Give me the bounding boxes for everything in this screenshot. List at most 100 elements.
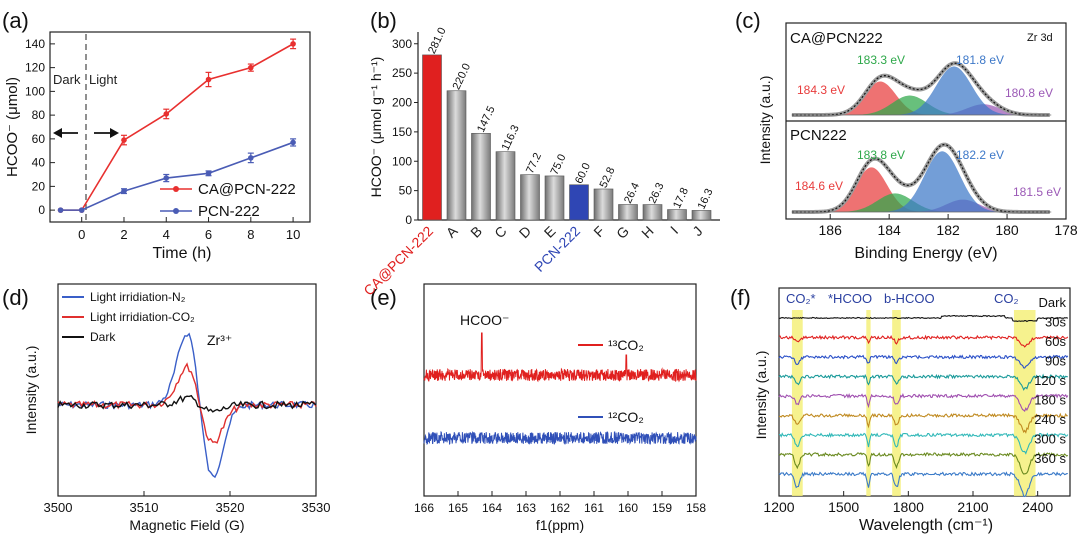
f-time-label-8: 360 s (1034, 451, 1066, 466)
a-x-tick-label-0: 0 (78, 227, 85, 242)
c-peak-area-0-1 (791, 95, 1052, 115)
f-series-line-0 (778, 314, 1069, 323)
e-x-tick-label-1: 165 (448, 501, 468, 515)
f-x-axis-title: Wavelength (cm⁻¹) (859, 517, 993, 534)
b-y-axis-title: HCOO⁻ (μmol g⁻¹ h⁻¹) (368, 57, 384, 198)
a-point-0-3 (163, 111, 170, 117)
a-point-1-4 (205, 170, 212, 177)
b-bar-10 (667, 209, 687, 221)
a-x-tick-label-2: 4 (163, 227, 170, 242)
f-band-3 (1013, 310, 1036, 496)
c-spectrum-1-name: CA@PCN222 (790, 30, 883, 47)
e-x-tick-label-0: 166 (414, 501, 434, 515)
b-y-tick-label-6: 300 (392, 37, 412, 51)
e-x-tick-label-3: 163 (516, 501, 536, 515)
f-x-tick-label-3: 2100 (957, 499, 988, 515)
d-frame (57, 283, 317, 497)
a-point-0-2 (121, 137, 127, 143)
f-series-line-5 (778, 412, 1068, 434)
b-y-tick-label-2: 100 (392, 154, 412, 168)
c-peak-label-1-4: 180.8 eV (1005, 86, 1053, 100)
panel-f: 1200 1500 1800 2100 2400 CO₂* *HCOO b-HCOO C… (753, 287, 1071, 534)
b-bar-11 (691, 210, 712, 221)
f-band-label-co2-star: CO₂* (786, 291, 816, 306)
b-bar-0 (422, 54, 442, 221)
b-y-tick-label-3: 150 (392, 125, 412, 139)
d-x-axis-title: Magnetic Field (G) (129, 517, 244, 533)
e-annotation-hcoo: HCOO⁻ (460, 312, 509, 328)
d-x-tick-label-0: 3500 (44, 500, 73, 515)
panel-label-c: (c) (735, 8, 761, 33)
b-category-label-8: G (613, 223, 632, 242)
f-time-label-3: 90s (1045, 354, 1066, 369)
f-band-label-co2: CO₂ (994, 291, 1019, 306)
f-frame (778, 287, 1071, 497)
c-peak-label-2-3: 182.2 eV (956, 148, 1004, 162)
f-time-label-7: 300 s (1034, 432, 1066, 447)
c-title: Zr 3d (1027, 32, 1053, 44)
a-arrow-right-head (110, 128, 119, 138)
f-series-line-3 (778, 373, 1068, 391)
b-category-label-3: C (491, 223, 509, 241)
c-peak-area-1-3 (791, 199, 1052, 212)
e-x-tick-label-7: 159 (652, 501, 672, 515)
f-band-1 (866, 310, 871, 496)
f-time-label-2: 60s (1045, 334, 1066, 349)
a-frame (49, 31, 311, 223)
a-y-tick-label-4: 80 (32, 108, 46, 122)
e-x-tick-label-6: 160 (618, 501, 638, 515)
c-peak-area-1-2 (791, 151, 1052, 212)
a-y-tick-label-0: 0 (38, 203, 45, 217)
c-peak-area-1-0 (791, 167, 1052, 212)
f-time-label-1: 30s (1045, 315, 1066, 330)
e-x-tick-label-4: 162 (550, 501, 570, 515)
b-y-tick-label-0: 0 (405, 213, 412, 227)
c-y-axis-title: Intensity (a.u.) (757, 76, 773, 165)
e-legend-label-2: ¹²CO₂ (608, 409, 644, 425)
a-point-1-2 (121, 188, 127, 194)
b-category-label-2: B (467, 223, 485, 241)
b-bar-1 (446, 90, 467, 221)
c-x-tick-label-4: 178 (1054, 222, 1078, 238)
a-dark-label: Dark (53, 72, 81, 87)
b-y-tick-label-5: 250 (392, 66, 412, 80)
a-y-tick-label-6: 120 (25, 61, 45, 75)
c-x-tick-label-2: 182 (936, 222, 960, 238)
b-bar-3 (495, 151, 516, 221)
a-series-line-1 (60, 141, 294, 211)
b-category-label-11: J (689, 223, 705, 239)
e-x-tick-label-5: 161 (584, 501, 604, 515)
c-envelope-0 (791, 62, 1050, 116)
d-legend-label-1: Light irridiation-N₂ (90, 290, 186, 304)
c-peak-label-2-4: 181.5 eV (1013, 185, 1061, 199)
b-bar-8 (618, 204, 638, 221)
b-y-tick-label-4: 200 (392, 96, 412, 110)
b-bar-6 (569, 184, 589, 221)
panel-c: Zr 3d CA@PCN222 PCN222 186 184 182 180 178 1… (757, 22, 1078, 262)
panel-label-f: (f) (730, 285, 751, 310)
e-x-axis-title: f1(ppm) (536, 517, 584, 533)
d-x-tick-label-2: 3520 (216, 500, 245, 515)
a-x-tick-label-4: 8 (247, 227, 254, 242)
c-peak-label-1-1: 184.3 eV (797, 83, 845, 97)
a-legend-label-2: PCN-222 (198, 203, 260, 220)
a-point-0-6 (290, 41, 296, 47)
b-y-tick-label-1: 50 (399, 184, 413, 198)
b-category-label-0: CA@PCN-222 (360, 223, 436, 299)
b-bar-9 (642, 204, 663, 221)
b-value-label-10: 17.8 (671, 186, 691, 210)
e-series-line-1 (423, 430, 697, 446)
b-category-label-4: D (516, 223, 534, 241)
a-legend-marker-1 (173, 186, 179, 192)
b-bar-4 (520, 174, 540, 221)
c-peak-label-1-3: 181.8 eV (956, 53, 1004, 67)
b-value-label-4: 77.2 (524, 151, 544, 175)
b-value-label-2: 147.5 (475, 104, 498, 134)
d-y-axis-title: Intensity (a.u.) (23, 346, 39, 435)
a-legend: CA@PCN-222 PCN-222 (160, 181, 296, 220)
panel-label-d: (d) (2, 285, 29, 310)
a-legend-marker-2 (173, 208, 179, 214)
f-time-label-4: 120 s (1034, 373, 1066, 388)
a-y-tick-label-3: 60 (32, 132, 46, 146)
